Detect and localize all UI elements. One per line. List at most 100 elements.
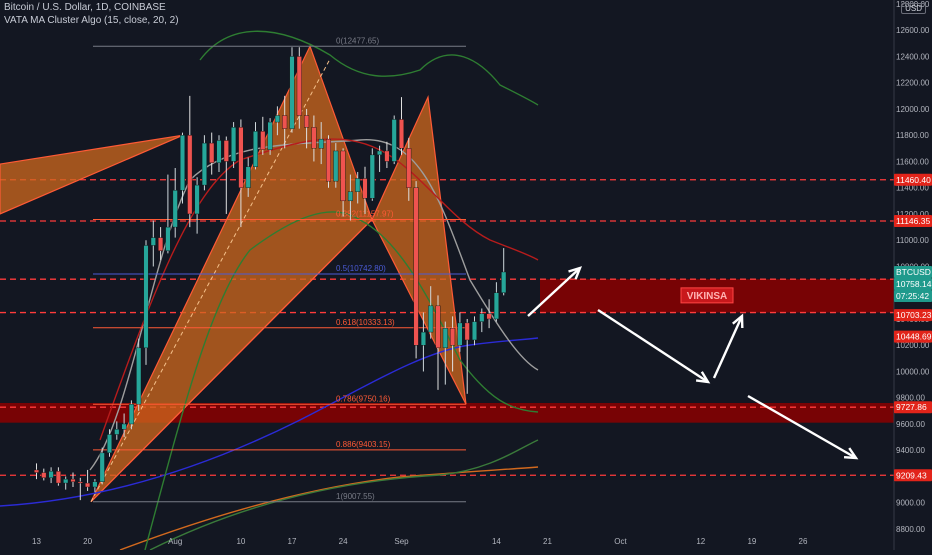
candle-body[interactable]	[486, 313, 492, 320]
price-label-text: 10703.23	[896, 310, 932, 320]
candle-body[interactable]	[347, 191, 353, 202]
candle-body[interactable]	[231, 127, 237, 162]
zone-rect	[0, 402, 894, 423]
price-tick-label: 11800.00	[896, 131, 929, 140]
candle-body[interactable]	[143, 245, 149, 349]
candle-body[interactable]	[158, 237, 164, 251]
candle-body[interactable]	[245, 166, 251, 188]
currency-badge[interactable]: USD	[901, 3, 926, 14]
candle-body[interactable]	[41, 472, 47, 479]
candle-body[interactable]	[362, 178, 368, 199]
candle-body[interactable]	[435, 305, 441, 349]
candle-body[interactable]	[304, 115, 310, 128]
time-tick-label: 10	[236, 537, 245, 546]
candle-body[interactable]	[289, 56, 295, 129]
candle-body[interactable]	[377, 150, 383, 156]
ma-lower-band	[144, 211, 539, 551]
candle-body[interactable]	[172, 190, 178, 228]
time-tick-label: Sep	[394, 537, 409, 546]
candle-body[interactable]	[77, 481, 83, 484]
ma-red-line	[99, 138, 539, 441]
candle-body[interactable]	[63, 478, 69, 484]
fib-retracement: 0(12477.65) 0.382(11157.97) 0.5(10742.80) 0…	[93, 36, 466, 503]
candle-body[interactable]	[128, 404, 134, 425]
candle-body[interactable]	[457, 322, 463, 346]
candle-body[interactable]	[223, 140, 229, 162]
candle-body[interactable]	[114, 429, 120, 435]
projection-arrows	[527, 266, 859, 460]
price-tick-label: 12200.00	[896, 79, 930, 88]
indicator-title: VATA MA Cluster Algo (15, close, 20, 2)	[4, 15, 179, 26]
candle-body[interactable]	[420, 331, 426, 346]
candle-body[interactable]	[369, 154, 375, 199]
candle-body[interactable]	[194, 184, 200, 215]
candle-body[interactable]	[333, 150, 339, 182]
candle-body[interactable]	[70, 478, 76, 482]
time-axis: 13 20 Aug 10 17 24 Sep 14 21 Oct 12 19 26	[32, 537, 808, 546]
candle-body[interactable]	[318, 138, 324, 149]
candle-body[interactable]	[201, 142, 207, 186]
candle-body[interactable]	[99, 452, 105, 482]
candle-body[interactable]	[34, 469, 40, 473]
candle-body[interactable]	[355, 178, 361, 192]
time-tick-label: 13	[32, 537, 41, 546]
candle-body[interactable]	[413, 187, 419, 346]
price-tick-label: 11000.00	[896, 236, 929, 245]
time-tick-label: 12	[696, 537, 705, 546]
price-label-text: 11460.40	[896, 175, 931, 185]
candle-body[interactable]	[165, 226, 171, 251]
candle-body[interactable]	[238, 127, 244, 188]
price-label-text: 10758.14	[896, 279, 932, 289]
price-label-bg	[894, 330, 932, 343]
candle-body[interactable]	[340, 150, 346, 202]
time-tick-label: Oct	[614, 537, 627, 546]
time-tick-label: 26	[799, 537, 808, 546]
price-tick-label: 9800.00	[896, 394, 925, 403]
candle-body[interactable]	[92, 481, 98, 488]
candle-body[interactable]	[311, 127, 317, 149]
candle-body[interactable]	[55, 471, 61, 484]
price-label-text: BTCUSD	[896, 267, 931, 277]
price-tick-label: 9000.00	[896, 499, 925, 508]
candle-body[interactable]	[296, 56, 302, 116]
fib-level-label: 1(9007.55)	[336, 492, 375, 501]
candle-body[interactable]	[150, 237, 156, 246]
moving-average-cluster	[0, 30, 539, 551]
candle-body[interactable]	[399, 119, 405, 149]
candle-body[interactable]	[274, 115, 280, 123]
candle-body[interactable]	[106, 434, 112, 454]
fib-level-label: 0.786(9750.16)	[336, 394, 391, 403]
candle-body[interactable]	[267, 121, 273, 150]
candle-body[interactable]	[260, 131, 266, 150]
candle-body[interactable]	[493, 292, 499, 320]
candle-body[interactable]	[136, 347, 142, 405]
candle-body[interactable]	[85, 482, 91, 488]
price-tick-label: 10200.00	[896, 341, 930, 350]
candle-body[interactable]	[326, 138, 332, 182]
candle-body[interactable]	[216, 140, 222, 163]
candle-body[interactable]	[450, 327, 456, 346]
candle-body[interactable]	[391, 119, 397, 162]
candle-body[interactable]	[209, 142, 215, 163]
price-label-bg	[894, 401, 932, 414]
candle-body[interactable]	[442, 327, 448, 349]
candle-body[interactable]	[464, 322, 470, 341]
candle-body[interactable]	[501, 271, 507, 293]
price-labels: 11460.40 11146.35 BTCUSD 10758.14 07:25:42 10…	[894, 173, 932, 482]
candle-body[interactable]	[179, 135, 185, 191]
candle-body[interactable]	[48, 471, 54, 479]
candle-body[interactable]	[282, 115, 288, 129]
candle-body[interactable]	[479, 313, 485, 322]
candle-body[interactable]	[384, 150, 390, 162]
candle-body[interactable]	[121, 423, 127, 430]
candle-body[interactable]	[428, 305, 434, 333]
candle-body[interactable]	[187, 135, 193, 215]
time-tick-label: 19	[747, 537, 756, 546]
candle-body[interactable]	[406, 148, 412, 188]
candle-body[interactable]	[472, 321, 478, 341]
candle-body[interactable]	[252, 131, 258, 167]
price-label-bg	[894, 469, 932, 482]
ma-upper-band	[199, 30, 539, 106]
